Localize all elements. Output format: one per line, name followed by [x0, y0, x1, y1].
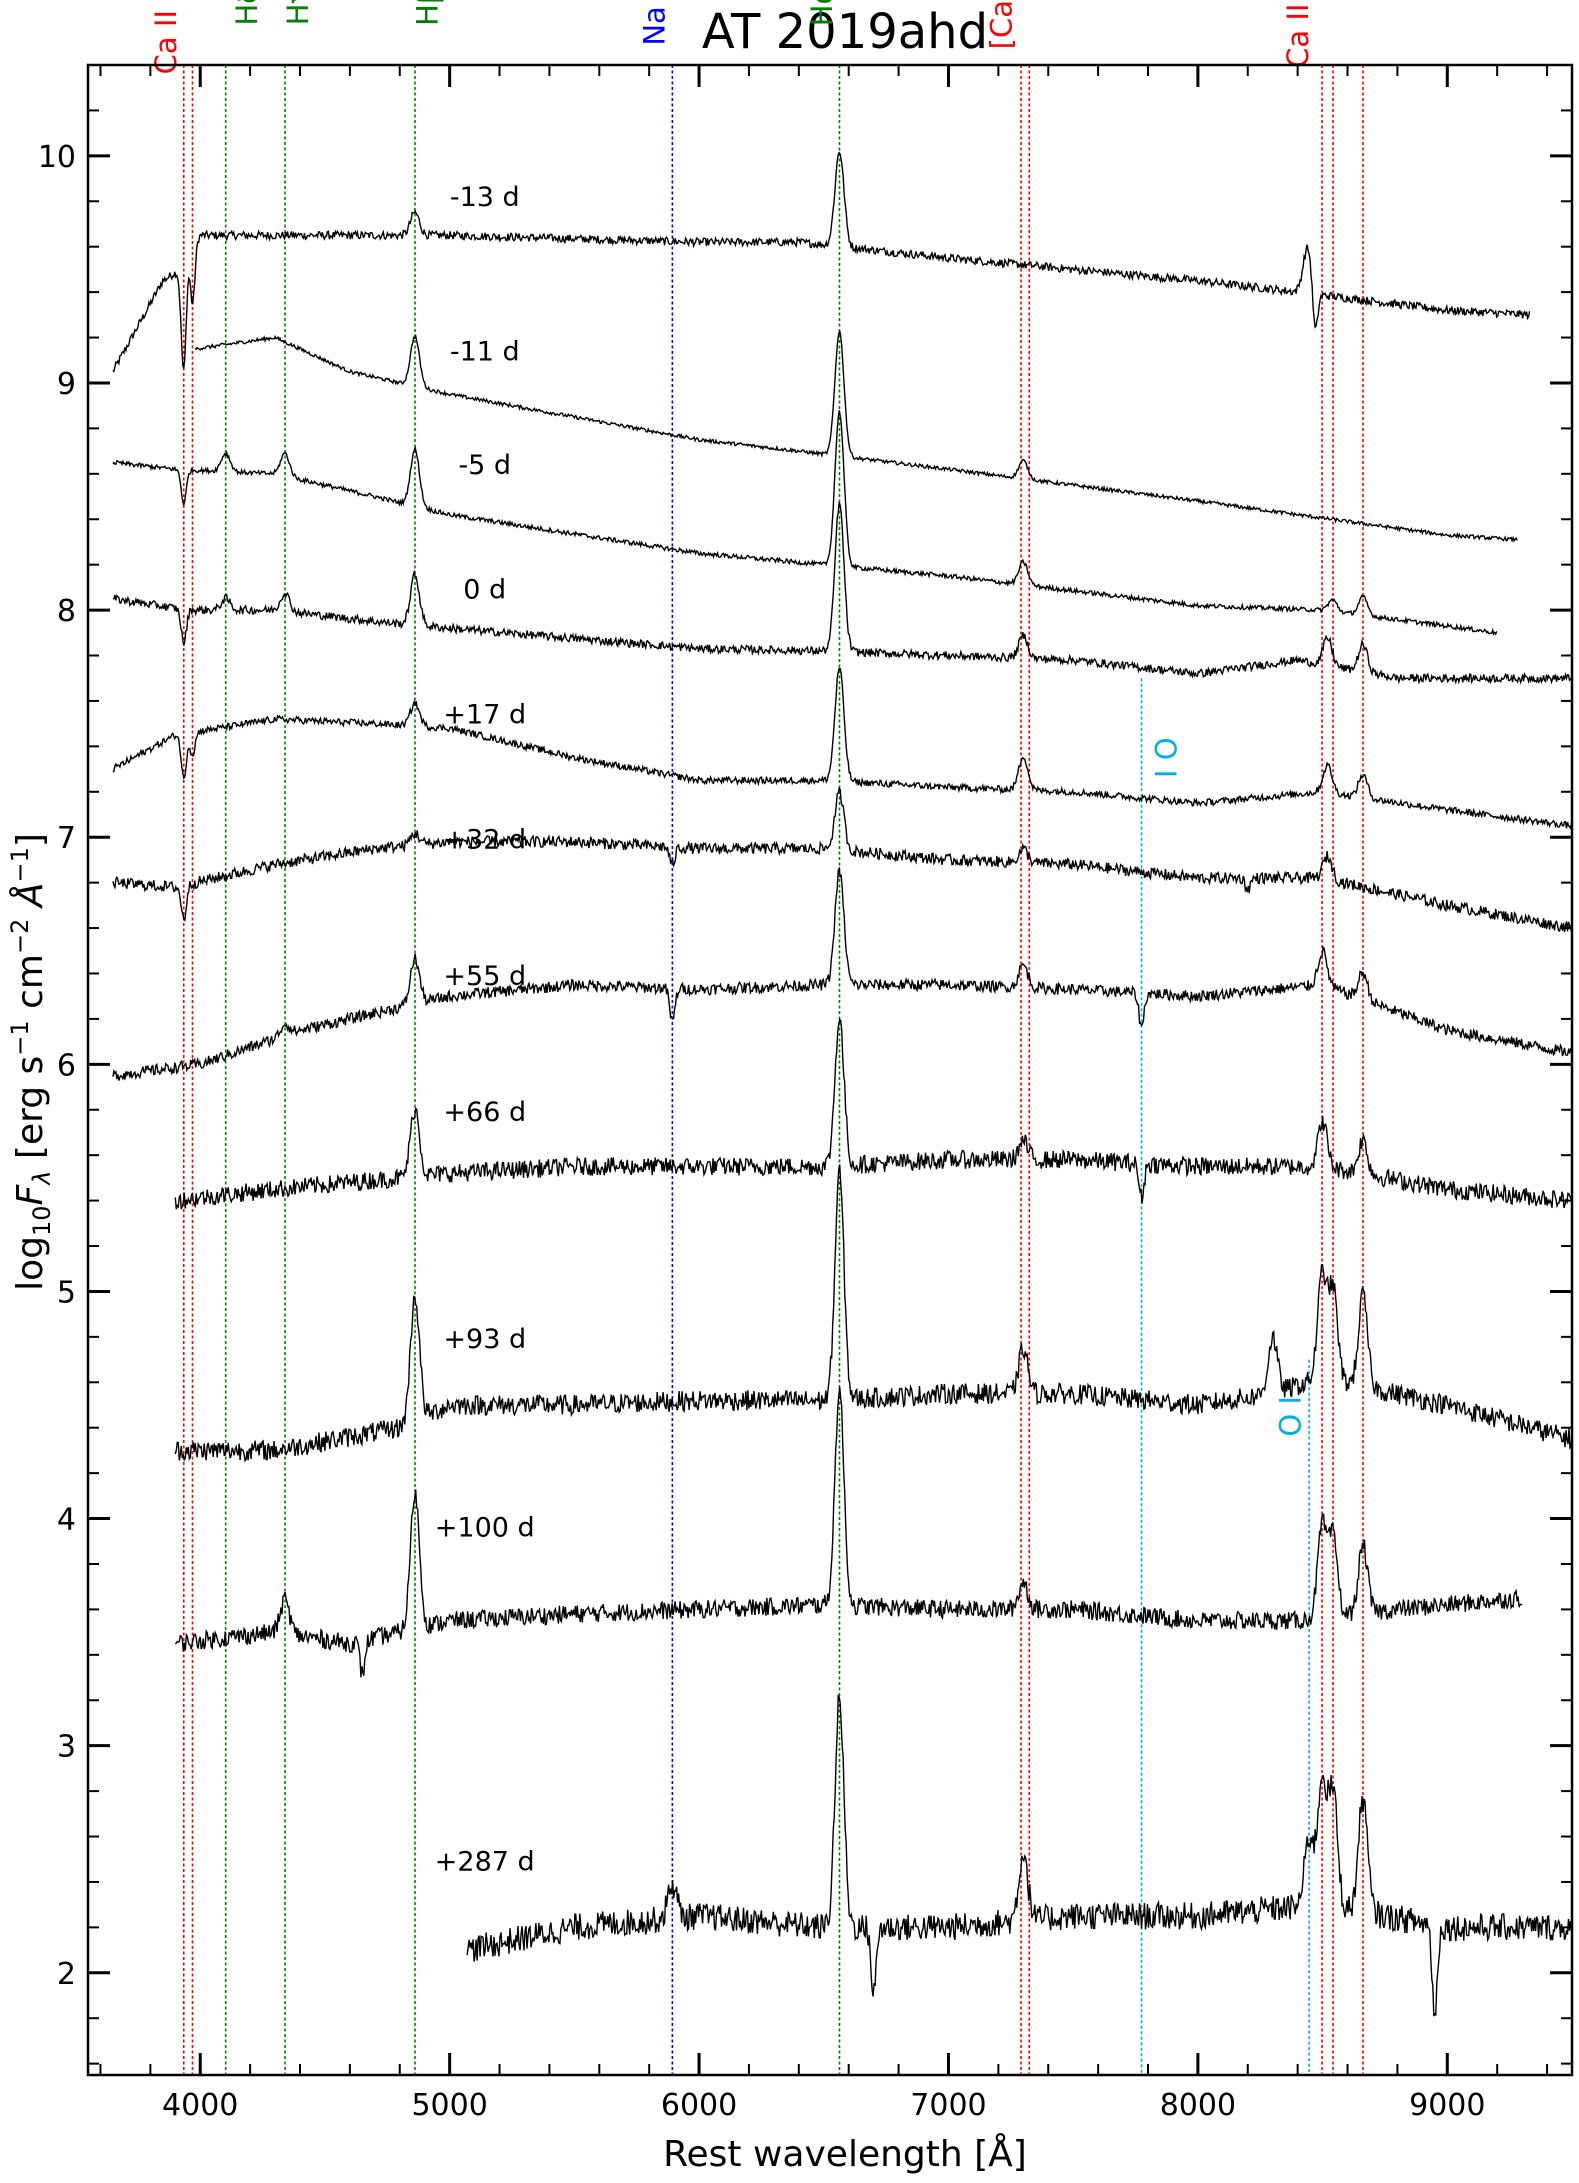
epoch-label-3: 0 d [463, 575, 506, 606]
spectrum-line-4 [112, 667, 1572, 831]
marker-label-8: O I [1148, 737, 1182, 778]
marker-label-2: Hγ [281, 0, 315, 25]
y-tick-label-8: 10 [38, 140, 76, 175]
spectrum-line-5 [112, 786, 1572, 933]
epoch-label-6: +55 d [443, 961, 526, 992]
spectrum-line-0 [112, 151, 1531, 373]
spectrum-line-3 [112, 501, 1572, 685]
x-tick-label-4: 8000 [1160, 2088, 1236, 2123]
epoch-label-7: +66 d [443, 1097, 526, 1128]
y-tick-label-1: 3 [57, 1730, 76, 1765]
marker-label-7: Ca II NIR [1281, 0, 1315, 68]
spectrum-line-2 [112, 410, 1498, 636]
spectrum-line-8 [174, 1164, 1572, 1463]
x-tick-label-0: 4000 [162, 2088, 238, 2123]
spectrum-line-9 [174, 1386, 1523, 1678]
spectra-series [112, 151, 1572, 2017]
epoch-label-0: -13 d [450, 182, 520, 213]
x-tick-label-2: 6000 [661, 2088, 737, 2123]
x-tick-label-3: 7000 [910, 2088, 986, 2123]
epoch-label-2: -5 d [458, 450, 511, 481]
marker-label-3: Hβ [411, 0, 445, 26]
marker-label-9: O I [1274, 1396, 1308, 1437]
epoch-label-10: +287 d [435, 1847, 535, 1878]
x-tick-label-1: 5000 [411, 2088, 487, 2123]
spectrum-line-6 [112, 866, 1572, 1081]
epoch-label-8: +93 d [443, 1324, 526, 1355]
spectrum-line-1 [194, 330, 1518, 543]
axes: 4000 5000 6000 7000 8000 9000 2 3 4 5 6 7 8 9 10 [38, 64, 1572, 2123]
marker-label-6: [Ca II] [984, 0, 1018, 49]
marker-label-0: Ca II H&K [149, 0, 183, 74]
y-tick-label-6: 8 [57, 594, 76, 629]
line-markers [182, 65, 1364, 2075]
epoch-label-9: +100 d [435, 1513, 535, 1544]
y-tick-label-4: 6 [57, 1048, 76, 1083]
plot-frame [86, 63, 1574, 2077]
spectrum-line-7 [174, 1018, 1572, 1210]
x-tick-label-5: 9000 [1409, 2088, 1485, 2123]
chart-title: AT 2019ahd [702, 4, 988, 60]
y-axis-title: log10Fλ [erg s−1 cm−2 Å−1] [6, 833, 56, 1291]
y-tick-label-0: 2 [57, 1957, 76, 1992]
x-axis-title: Rest wavelength [Å] [663, 2132, 1027, 2175]
annotations: Ca II H&K Hδ Hγ Hβ Na ID Hα [Ca II] Ca II NIR O … [149, 0, 1315, 1878]
y-tick-label-2: 4 [57, 1503, 76, 1538]
epoch-label-5: +32 d [443, 825, 526, 856]
y-tick-label-3: 5 [57, 1275, 76, 1310]
marker-label-1: Hδ [230, 0, 264, 26]
epoch-label-4: +17 d [443, 700, 526, 731]
y-tick-label-7: 9 [57, 367, 76, 402]
marker-label-4: Na ID [638, 0, 672, 46]
spectrum-line-10 [466, 1693, 1572, 2017]
marker-label-5: Hα [805, 0, 839, 26]
epoch-label-1: -11 d [450, 336, 520, 367]
y-tick-label-5: 7 [57, 821, 76, 856]
